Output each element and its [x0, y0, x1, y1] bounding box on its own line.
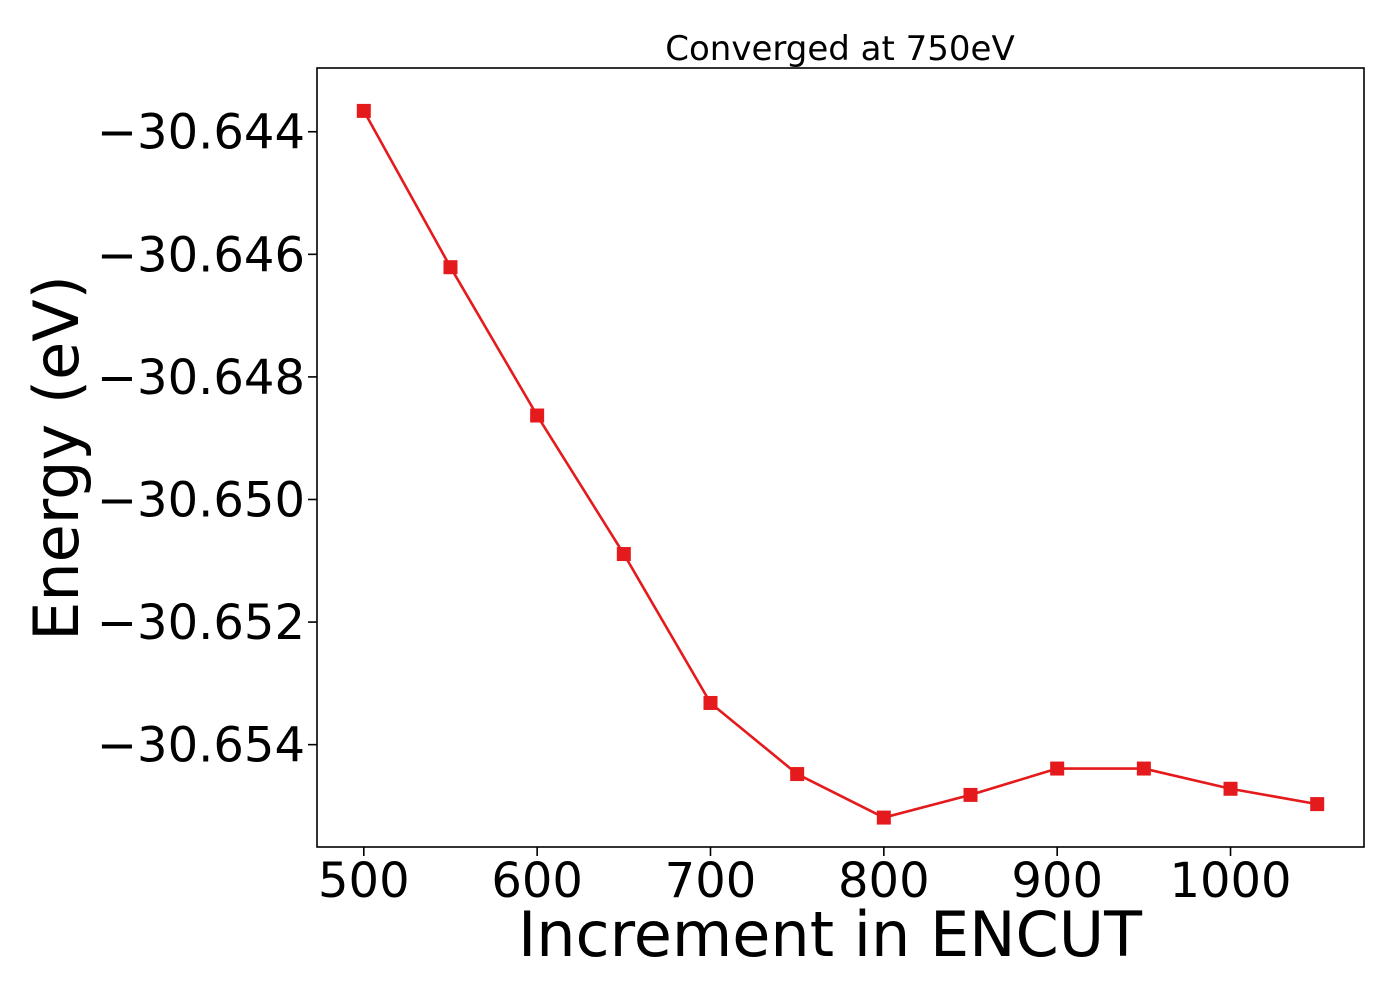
- y-tick-label: −30.654: [97, 718, 305, 774]
- x-tick-label: 900: [1011, 853, 1103, 909]
- data-point-marker: [876, 810, 891, 825]
- y-tick-label: −30.646: [97, 227, 305, 283]
- data-point-marker: [616, 547, 631, 562]
- x-axis-title: Increment in ENCUT: [518, 898, 1143, 971]
- series-group: [356, 103, 1325, 825]
- plot-area-frame: [316, 67, 1365, 848]
- y-tick-label: −30.644: [97, 105, 305, 161]
- x-tick-label: 600: [491, 853, 583, 909]
- y-tick-label: −30.650: [97, 472, 305, 528]
- x-tick-label: 800: [838, 853, 930, 909]
- data-point-marker: [963, 787, 978, 802]
- x-tick-label: 700: [665, 853, 757, 909]
- series-line: [362, 110, 1318, 819]
- x-axis-ticks: 500 600 700 800 900 1000: [318, 847, 1292, 909]
- data-point-marker: [1223, 781, 1238, 796]
- data-point-marker: [1310, 797, 1325, 812]
- data-point-marker: [703, 695, 718, 710]
- data-point-marker: [356, 103, 371, 118]
- data-point-marker: [1136, 761, 1151, 776]
- data-point-marker: [1050, 761, 1065, 776]
- data-point-marker: [443, 260, 458, 275]
- y-tick-label: −30.648: [97, 350, 305, 406]
- y-axis-title: Energy (eV): [20, 275, 93, 641]
- data-point-marker: [530, 408, 545, 423]
- y-axis-ticks: −30.644 −30.646 −30.648 −30.650 −30.652 −30.6…: [97, 105, 317, 774]
- y-tick-label: −30.652: [97, 595, 305, 651]
- x-tick-label: 1000: [1169, 853, 1291, 909]
- data-point-marker: [790, 767, 805, 782]
- chart-title: Converged at 750eV: [665, 29, 1014, 69]
- x-tick-label: 500: [318, 853, 410, 909]
